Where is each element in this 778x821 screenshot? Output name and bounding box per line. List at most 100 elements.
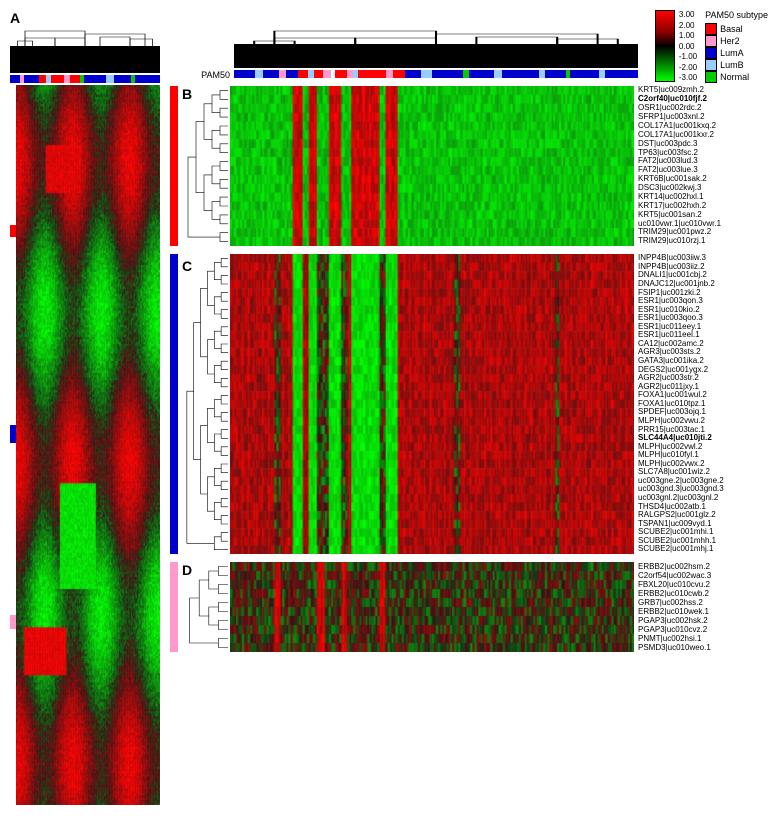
color-scale: 3.002.001.000.00-1.00-2.00-3.00	[655, 10, 697, 83]
subtype-legend-item: Basal	[705, 23, 768, 35]
pam50-segment	[545, 70, 566, 78]
heatmap-canvas	[230, 86, 634, 246]
row-dendrogram	[180, 86, 230, 246]
gene-labels: KRT5|uc009zmh.2C2orf40|uc010fjf.2OSR1|uc…	[634, 86, 768, 246]
pam50-segment	[39, 75, 47, 83]
pam50-segment	[432, 70, 463, 78]
gene-label: C2orf40|uc010fjf.2	[638, 95, 768, 103]
subtype-legend-item: Normal	[705, 71, 768, 83]
cluster-B: B KRT5|uc009zmh.2C2orf40|uc010fjf.2OSR1|…	[170, 86, 768, 246]
pam50-segment	[298, 70, 308, 78]
gene-label: DSC3|uc002kwj.3	[638, 184, 768, 192]
gene-label: FAT2|uc003lue.3	[638, 166, 768, 174]
pam50-segment	[135, 75, 160, 83]
gene-label: OSR1|uc002rdc.2	[638, 104, 768, 112]
subtype-legend: PAM50 subtype Basal Her2 LumALumBNormal	[705, 10, 768, 83]
heatmap-canvas	[16, 85, 160, 805]
subtype-label: Her2	[720, 36, 740, 46]
subtype-swatch	[705, 59, 717, 71]
scale-tick: 2.00	[679, 21, 697, 30]
gene-label: C2orf54|uc002wac.3	[638, 572, 768, 580]
panel-label-A: A	[10, 10, 20, 26]
gene-labels: ERBB2|uc002hsm.2C2orf54|uc002wac.3FBXL20…	[634, 562, 768, 652]
subtype-swatch	[705, 47, 717, 59]
pam50-segment	[286, 70, 298, 78]
gene-label: TP63|uc003fsc.2	[638, 149, 768, 157]
gene-label: FBXL20|uc010cvu.2	[638, 581, 768, 589]
cluster-D: D ERBB2|uc002hsm.2C2orf54|uc002wac.3FBXL…	[170, 562, 768, 652]
gene-label: uc010vwr.1|uc010vwr.1	[638, 220, 768, 228]
pam50-segment	[234, 70, 255, 78]
gene-label: PSMD3|uc010weo.1	[638, 644, 768, 652]
subtype-items: Basal Her2 LumALumBNormal	[705, 23, 768, 83]
pam50-segment	[502, 70, 539, 78]
gene-label: ESR1|uc003qon.3	[638, 297, 768, 305]
right-panels: PAM50 B KRT5|uc009zmh.2C2orf40|uc010fjf.…	[170, 10, 768, 805]
subtype-legend-item: LumA	[705, 47, 768, 59]
pam50-segment	[51, 75, 64, 83]
pam50-segment	[106, 75, 114, 83]
cluster-heatmap	[230, 562, 634, 652]
heatmap-canvas	[230, 254, 634, 554]
cluster-row-dendrogram	[180, 86, 230, 246]
pam50-segment	[421, 70, 431, 78]
gene-label: DST|uc003pdc.3	[638, 140, 768, 148]
pam50-segment	[314, 70, 322, 78]
pam50-label: PAM50	[170, 70, 234, 80]
panel-A: A	[10, 10, 160, 805]
pam50-segment	[405, 70, 421, 78]
gene-label: uc003gnl.2|uc003gnl.2	[638, 494, 768, 502]
pam50-segment	[255, 70, 263, 78]
gene-label: TRIM29|uc001pwz.2	[638, 228, 768, 236]
subtype-swatch	[705, 23, 717, 35]
gene-label: ERBB2|uc010cwb.2	[638, 590, 768, 598]
scale-tick: 1.00	[679, 31, 697, 40]
gene-label: SCUBE2|uc001mhj.1	[638, 545, 768, 553]
gene-label: TRIM29|uc010rzj.1	[638, 237, 768, 245]
pam50-segment	[114, 75, 132, 83]
cluster-heatmap	[230, 86, 634, 246]
subtype-swatch	[705, 71, 717, 83]
pam50-segment	[84, 75, 107, 83]
gene-label: AGR2|uc003str.2	[638, 374, 768, 382]
subtype-swatch	[705, 35, 717, 47]
main-pam50-bar	[234, 70, 638, 78]
pam50-segment	[393, 70, 405, 78]
gene-labels: INPP4B|uc003iiw.3INPP4B|uc003iiz.2DNALI1…	[634, 254, 768, 554]
cluster-row-dendrogram	[180, 254, 230, 554]
main-dendrogram	[234, 28, 638, 68]
gene-label: KRT14|uc002hxl.1	[638, 193, 768, 201]
scale-tick: -1.00	[679, 52, 697, 61]
gene-label: SLC44A4|uc010jti.2	[638, 434, 768, 442]
gene-label: DNAJC12|uc001jnb.2	[638, 280, 768, 288]
cluster-C: C INPP4B|uc003iiw.3INPP4B|uc003iiz.2DNAL…	[170, 254, 768, 554]
pam50-segment	[469, 70, 494, 78]
pam50-segment	[70, 75, 80, 83]
row-dendrogram	[180, 254, 230, 554]
subtype-label: LumA	[720, 48, 744, 58]
pam50-segment	[494, 70, 502, 78]
panel-A-pam50-bar	[10, 75, 160, 83]
gene-label: MLPH|uc002vwu.2	[638, 417, 768, 425]
scale-tick: -3.00	[679, 73, 697, 82]
scale-tick: 3.00	[679, 10, 697, 19]
gene-label: COL17A1|uc001kxr.2	[638, 131, 768, 139]
gene-label: ERBB2|uc010wek.1	[638, 608, 768, 616]
subtype-legend-title: PAM50 subtype	[705, 10, 768, 20]
gene-label: GATA3|uc001ika.2	[638, 357, 768, 365]
pam50-segment	[605, 70, 638, 78]
subtype-legend-item: LumB	[705, 59, 768, 71]
pam50-segment	[570, 70, 599, 78]
cluster-color-bar	[170, 86, 178, 246]
gene-label: RALGPS2|uc001glz.2	[638, 511, 768, 519]
gene-label: SFRP1|uc003xnl.2	[638, 113, 768, 121]
pam50-segment	[24, 75, 39, 83]
pam50-segment	[263, 70, 279, 78]
gene-label: FAT2|uc003lud.3	[638, 157, 768, 165]
panel-label-C: C	[182, 258, 192, 274]
subtype-label: Basal	[720, 24, 743, 34]
gene-label: KRT6B|uc001sak.2	[638, 175, 768, 183]
pam50-segment	[10, 75, 20, 83]
subtype-legend-item: Her2	[705, 35, 768, 47]
figure-container: 3.002.001.000.00-1.00-2.00-3.00 PAM50 su…	[10, 10, 768, 805]
